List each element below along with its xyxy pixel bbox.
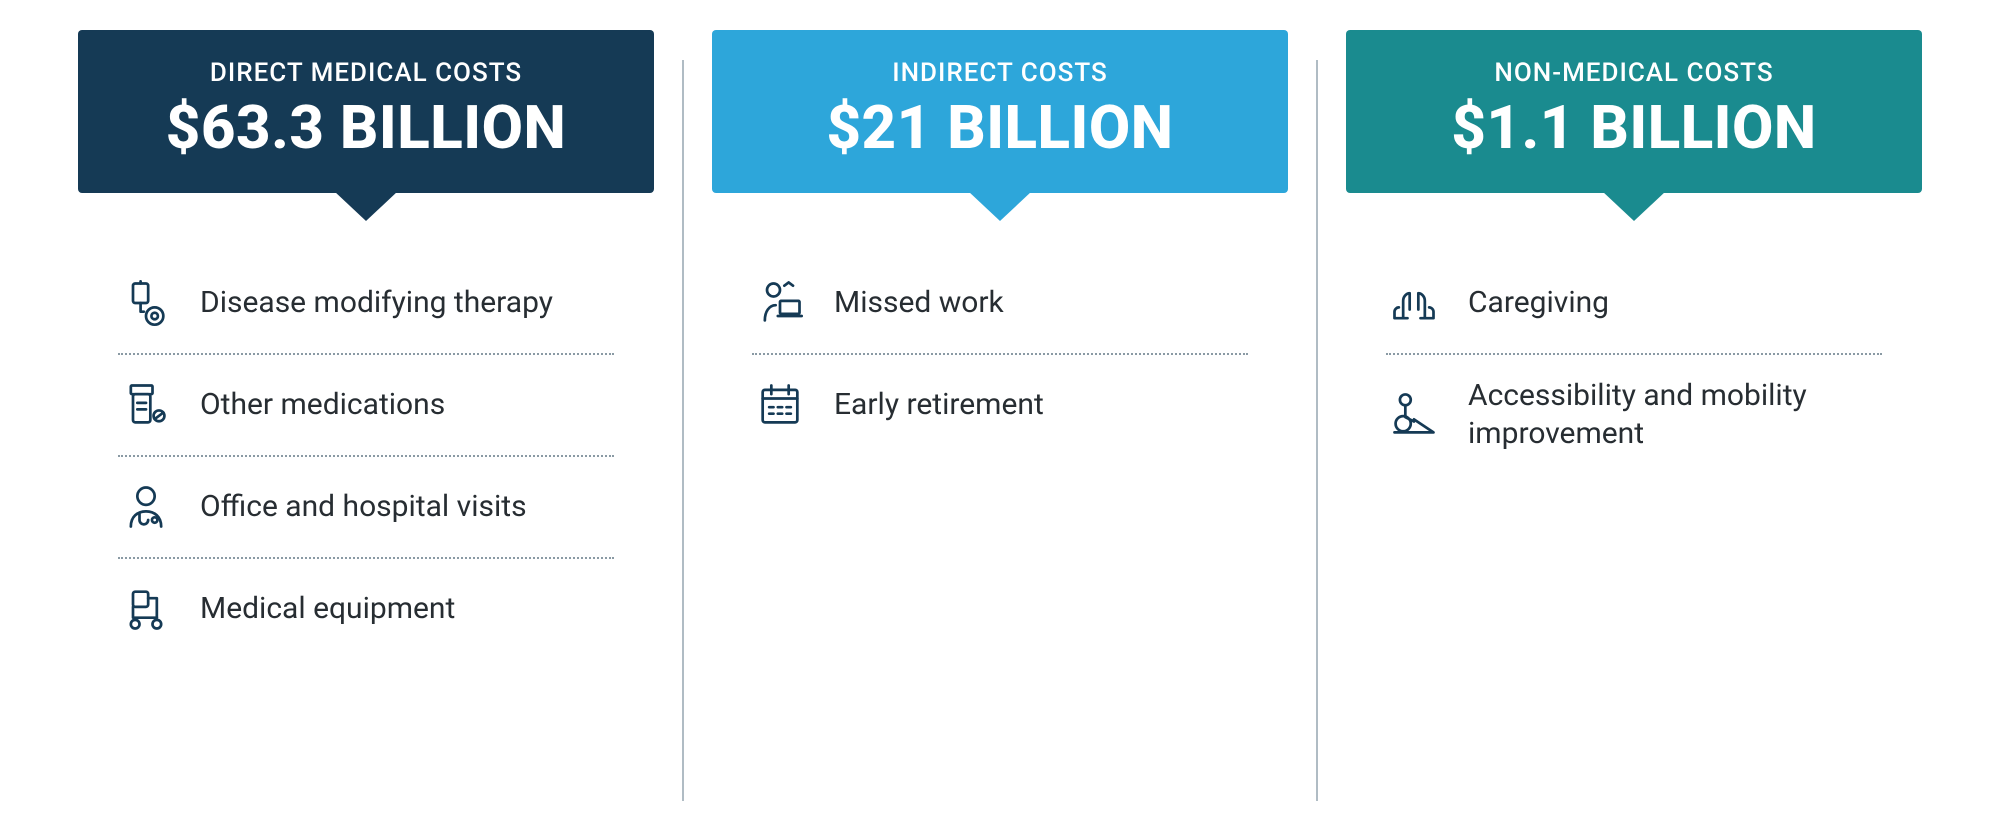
medical-equipment-icon: [118, 581, 174, 637]
column-non-medical: NON-MEDICAL COSTS $1.1 BILLION Caregivin…: [1318, 30, 1950, 801]
doctor-icon: [118, 479, 174, 535]
item-label: Missed work: [834, 284, 1004, 322]
caregiving-hands-icon: [1386, 275, 1442, 331]
list-item: Accessibility and mobility improvement: [1386, 353, 1882, 474]
item-list: Missed work Early retirement: [712, 253, 1288, 455]
header-value: $21 BILLION: [732, 92, 1268, 163]
header-title: NON-MEDICAL COSTS: [1366, 58, 1902, 88]
person-laptop-icon: [752, 275, 808, 331]
list-item: Missed work: [752, 253, 1248, 353]
item-list: Disease modifying therapy Other medicati…: [78, 253, 654, 659]
list-item: Caregiving: [1386, 253, 1882, 353]
column-direct-medical: DIRECT MEDICAL COSTS $63.3 BILLION Disea…: [50, 30, 682, 801]
iv-drip-icon: [118, 275, 174, 331]
infographic-columns: DIRECT MEDICAL COSTS $63.3 BILLION Disea…: [50, 30, 1950, 801]
list-item: Early retirement: [752, 353, 1248, 455]
header-title: DIRECT MEDICAL COSTS: [98, 58, 634, 88]
item-list: Caregiving Accessibility and mobility im…: [1346, 253, 1922, 474]
header-card-nonmedical: NON-MEDICAL COSTS $1.1 BILLION: [1346, 30, 1922, 193]
header-card-indirect: INDIRECT COSTS $21 BILLION: [712, 30, 1288, 193]
header-value: $63.3 BILLION: [98, 92, 634, 163]
list-item: Disease modifying therapy: [118, 253, 614, 353]
pill-bottle-icon: [118, 377, 174, 433]
item-label: Office and hospital visits: [200, 488, 527, 526]
list-item: Other medications: [118, 353, 614, 455]
item-label: Disease modifying therapy: [200, 284, 553, 322]
column-indirect: INDIRECT COSTS $21 BILLION Missed work: [684, 30, 1316, 801]
calendar-icon: [752, 377, 808, 433]
header-title: INDIRECT COSTS: [732, 58, 1268, 88]
item-label: Medical equipment: [200, 590, 455, 628]
header-pointer: [968, 191, 1032, 221]
item-label: Accessibility and mobility improvement: [1468, 377, 1882, 452]
item-label: Other medications: [200, 386, 445, 424]
header-pointer: [1602, 191, 1666, 221]
item-label: Caregiving: [1468, 284, 1609, 322]
header-pointer: [334, 191, 398, 221]
header-card-direct: DIRECT MEDICAL COSTS $63.3 BILLION: [78, 30, 654, 193]
list-item: Medical equipment: [118, 557, 614, 659]
accessibility-ramp-icon: [1386, 387, 1442, 443]
list-item: Office and hospital visits: [118, 455, 614, 557]
item-label: Early retirement: [834, 386, 1044, 424]
header-value: $1.1 BILLION: [1366, 92, 1902, 163]
